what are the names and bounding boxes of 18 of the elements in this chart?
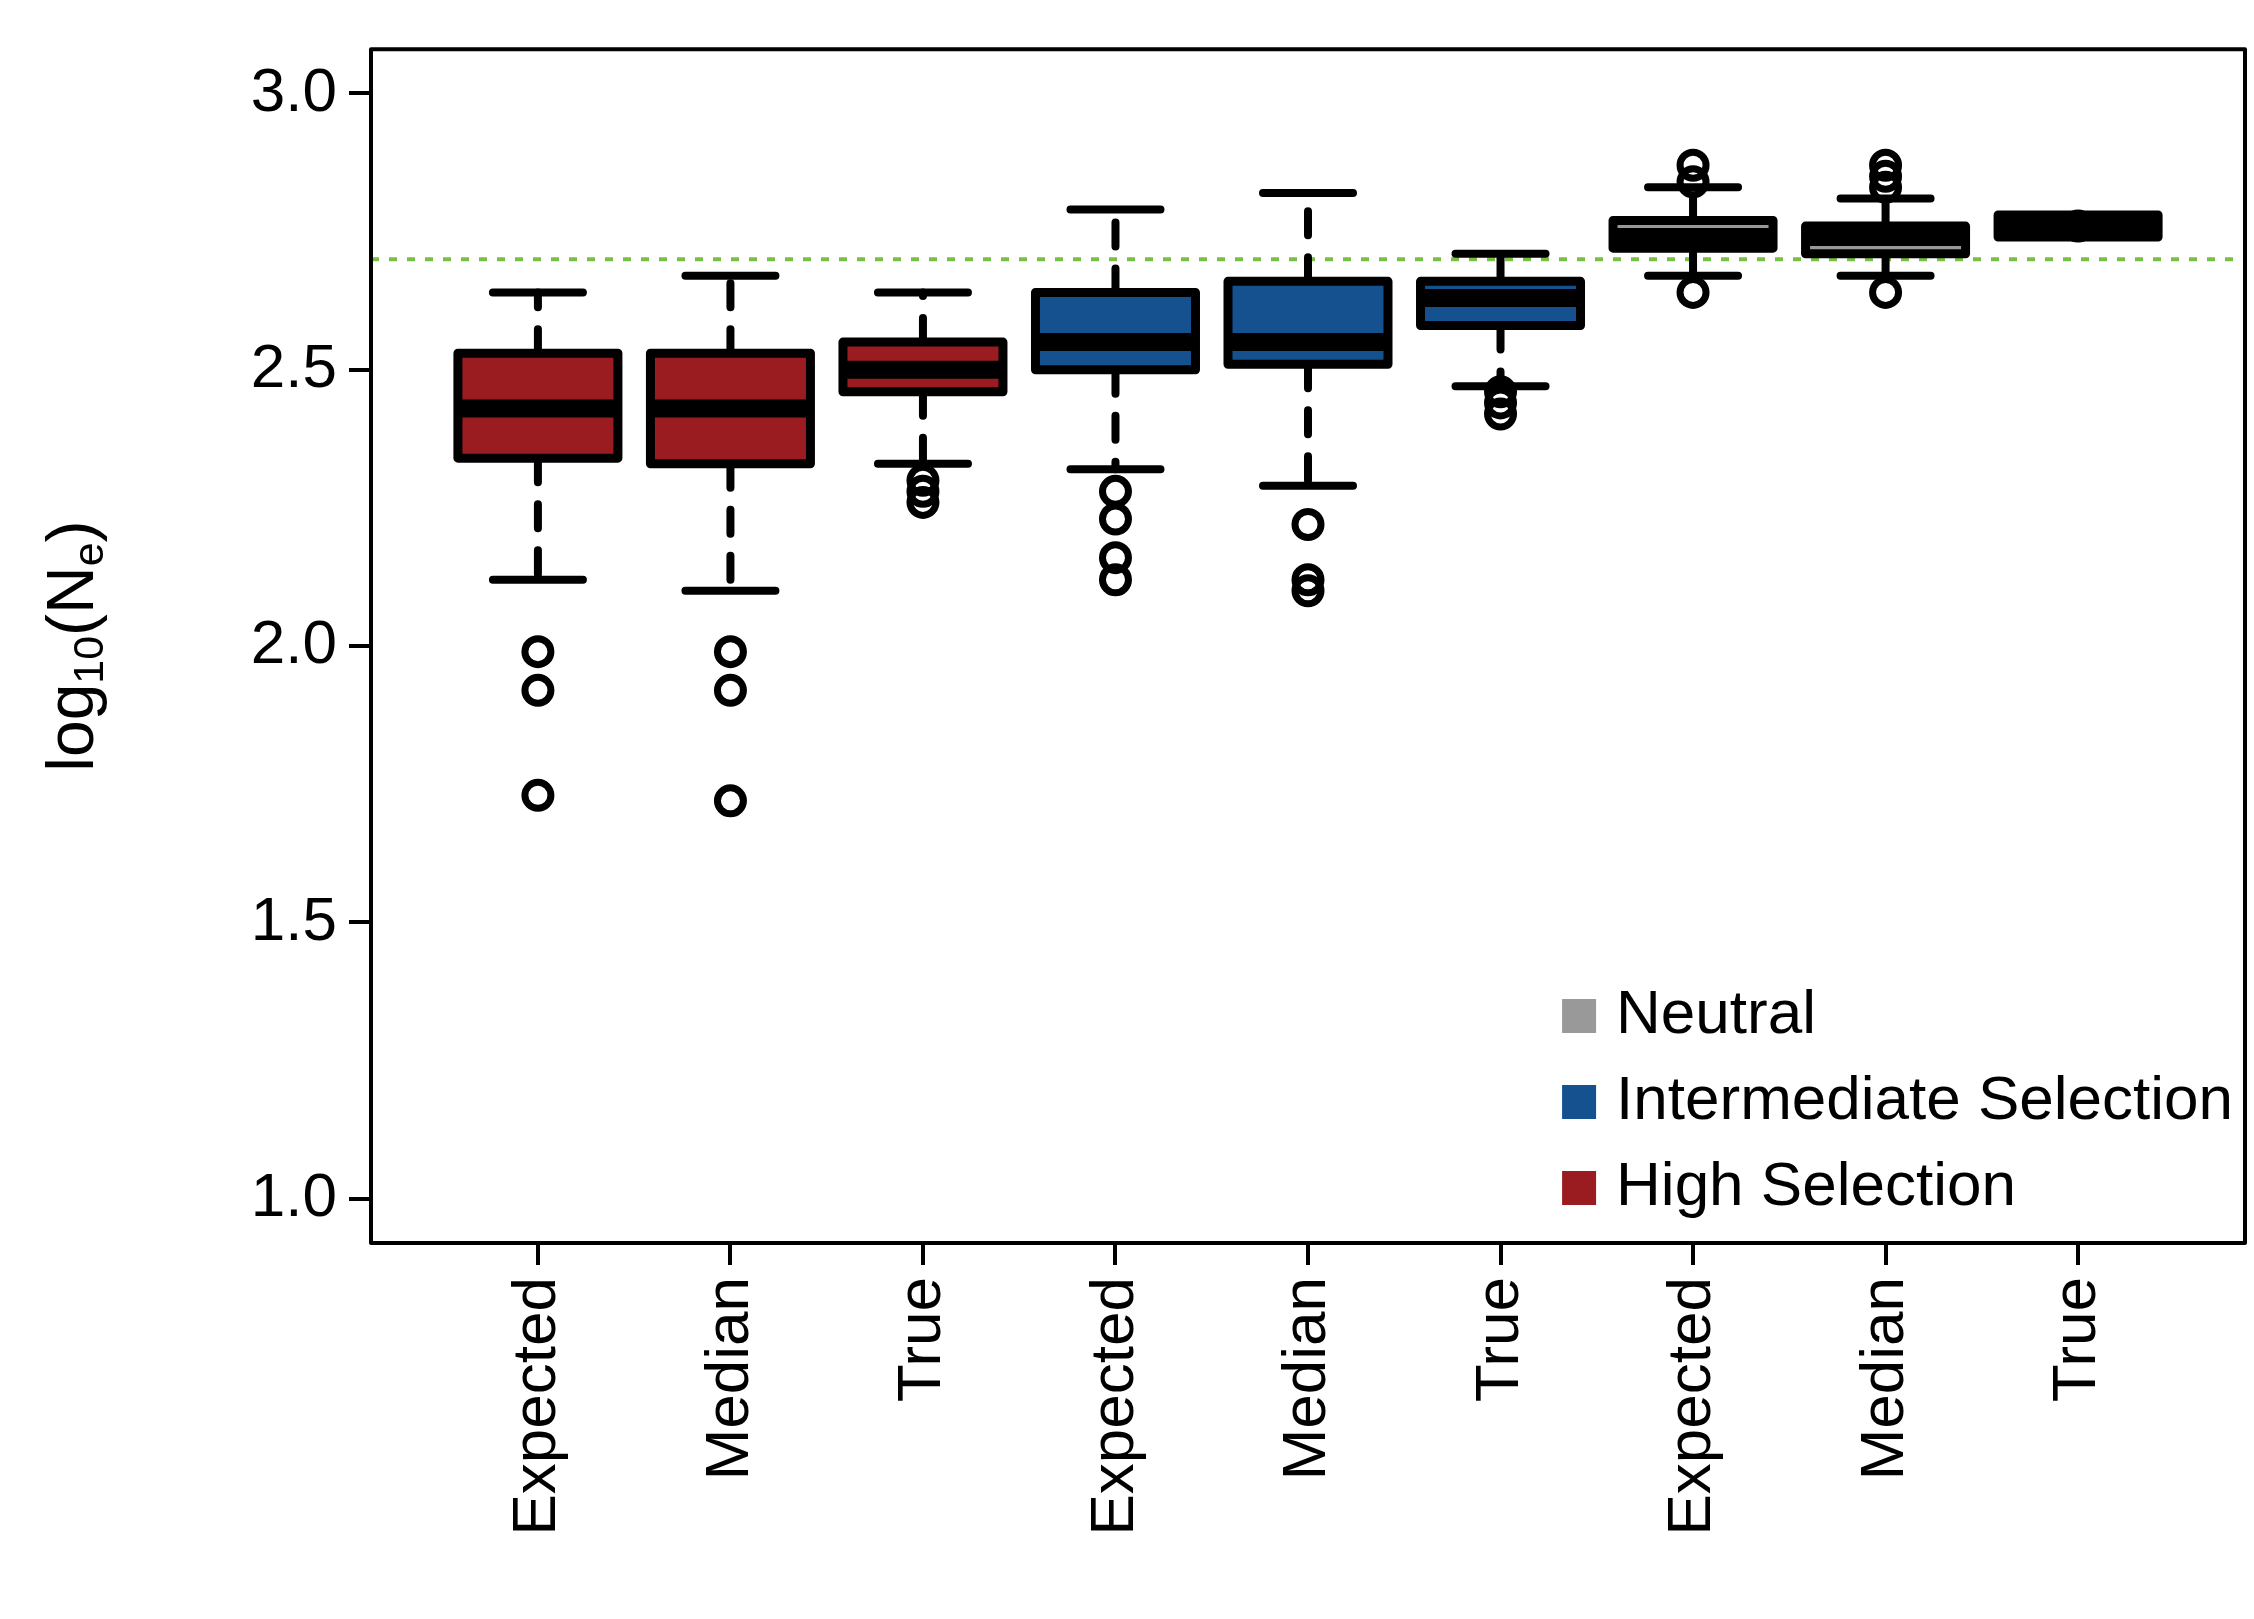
legend-label: High Selection xyxy=(1616,1149,2016,1219)
y-axis-title: log10(Ne) xyxy=(33,520,113,772)
y-tick-label: 2.0 xyxy=(250,607,337,677)
y-tick-label: 2.5 xyxy=(250,330,337,400)
y-tick-label: 1.5 xyxy=(250,883,337,953)
x-tick-label: Median xyxy=(1846,1277,1916,1481)
x-tick-label: Median xyxy=(1269,1277,1339,1481)
x-tick-label: True xyxy=(2039,1277,2109,1403)
y-tick-label: 3.0 xyxy=(250,54,337,124)
x-tick-label: Median xyxy=(691,1277,761,1481)
x-tick-label: Expected xyxy=(499,1277,569,1536)
x-tick-label: Expected xyxy=(1654,1277,1724,1536)
y-tick-label: 1.0 xyxy=(250,1159,337,1229)
legend-label: Intermediate Selection xyxy=(1616,1063,2234,1133)
legend-label: Neutral xyxy=(1616,977,1816,1047)
x-tick-label: True xyxy=(884,1277,954,1403)
x-tick-label: True xyxy=(1461,1277,1531,1403)
x-tick-label: Expected xyxy=(1076,1277,1146,1536)
